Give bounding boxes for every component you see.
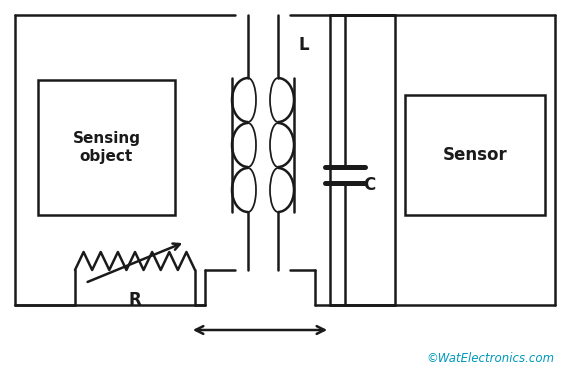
Text: Sensing
object: Sensing object — [73, 131, 141, 164]
Text: Sensor: Sensor — [443, 146, 507, 164]
Text: ©WatElectronics.com: ©WatElectronics.com — [427, 352, 555, 365]
Text: C: C — [363, 176, 375, 194]
Text: L: L — [298, 36, 309, 54]
Bar — [405, 95, 545, 215]
Bar — [38, 80, 175, 215]
Text: R: R — [129, 291, 141, 309]
